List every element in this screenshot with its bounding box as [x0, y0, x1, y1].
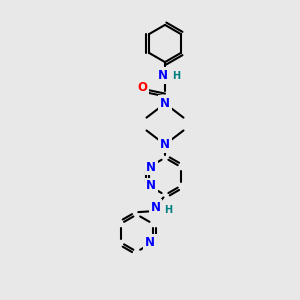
Text: N: N: [160, 138, 170, 151]
Text: H: H: [164, 205, 172, 215]
Text: N: N: [146, 179, 156, 192]
Text: H: H: [172, 71, 181, 81]
Text: N: N: [145, 236, 155, 249]
Text: N: N: [146, 160, 156, 174]
Text: N: N: [150, 201, 161, 214]
Text: O: O: [137, 81, 148, 94]
Text: N: N: [160, 97, 170, 110]
Text: N: N: [158, 69, 168, 82]
